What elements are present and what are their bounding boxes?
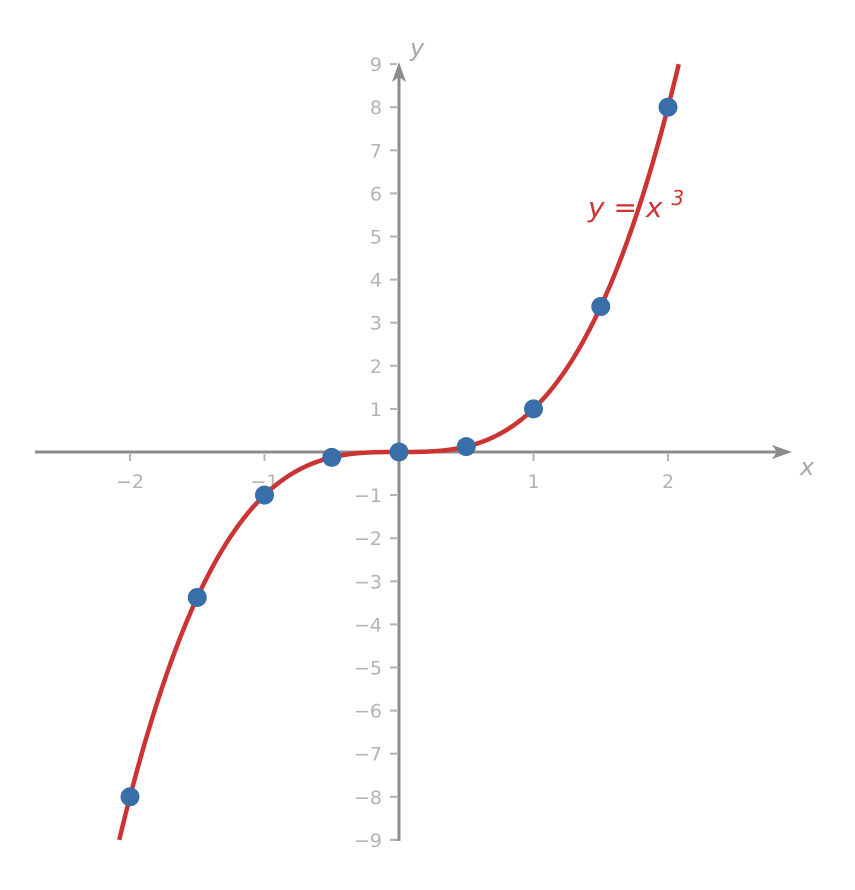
data-point: [120, 787, 140, 807]
y-tick-label: 3: [370, 313, 382, 335]
y-tick-label: −4: [354, 614, 382, 636]
x-tick-label: 1: [527, 471, 539, 493]
x-tick-label: 2: [662, 471, 674, 493]
function-label-base: y = x: [587, 191, 663, 224]
y-tick-label: 1: [370, 399, 382, 421]
y-tick-label: −9: [354, 830, 382, 852]
function-label: y = x 3: [587, 186, 684, 224]
y-tick-label: −1: [354, 485, 382, 507]
y-tick-label: 2: [370, 356, 382, 378]
x-tick-label: −2: [116, 471, 144, 493]
data-points: [120, 97, 678, 807]
x-axis-arrow-icon: [772, 445, 792, 459]
function-label-exponent: 3: [671, 186, 684, 210]
y-tick-label: −3: [354, 571, 382, 593]
data-point: [389, 442, 409, 462]
data-point: [255, 485, 274, 505]
data-point: [524, 399, 543, 419]
y-tick-label: 8: [370, 97, 382, 119]
x-axis-label: x: [799, 453, 815, 481]
data-point: [322, 447, 342, 467]
data-point: [187, 587, 207, 607]
y-tick-label: −6: [354, 701, 382, 723]
y-tick-label: −2: [354, 528, 382, 550]
y-tick-label: 7: [370, 140, 382, 162]
data-point: [591, 297, 611, 317]
y-tick-label: −7: [354, 744, 382, 766]
y-axis-label: y: [409, 34, 425, 62]
y-tick-label: −5: [354, 658, 382, 680]
y-axis-arrow-icon: [392, 62, 406, 82]
data-point: [456, 437, 476, 457]
y-tick-label: 9: [370, 54, 382, 76]
y-tick-label: 5: [370, 227, 382, 249]
data-point: [658, 97, 678, 117]
labels: x y y = x 3: [409, 34, 815, 481]
y-tick-label: 6: [370, 183, 382, 205]
y-tick-label: −8: [354, 787, 382, 809]
y-tick-label: 4: [370, 270, 382, 292]
